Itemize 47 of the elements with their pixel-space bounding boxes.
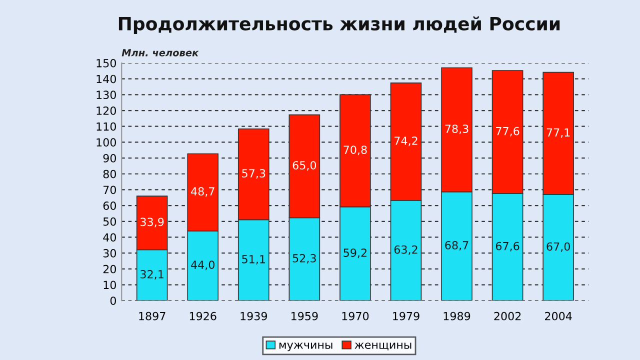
data-label: 63,2	[394, 245, 418, 255]
y-tick-label: 130	[96, 90, 116, 100]
legend-label: женщины	[354, 342, 412, 350]
y-tick-label: 120	[96, 106, 116, 115]
data-label: 70,8	[344, 146, 367, 156]
x-tick-label: 1897	[139, 312, 166, 320]
y-tick-label: 100	[96, 138, 116, 147]
data-label: 32,1	[140, 270, 164, 280]
data-label: 51,1	[242, 255, 265, 264]
data-label: 68,7	[445, 241, 468, 251]
x-tick-label: 1989	[444, 312, 470, 320]
data-label: 67,0	[546, 242, 570, 252]
x-tick-label: 1959	[292, 312, 318, 320]
x-tick-label: 1926	[190, 312, 216, 320]
x-tick-label: 1979	[393, 312, 420, 320]
y-tick-label: 80	[103, 170, 116, 178]
y-tick-label: 10	[104, 280, 116, 290]
data-label: 77,6	[496, 126, 520, 136]
y-axis-title: Млн. человек	[122, 49, 199, 56]
y-tick-label: 50	[103, 217, 116, 226]
data-label: 74,2	[394, 136, 418, 146]
y-tick-label: 150	[96, 58, 116, 68]
y-tick-label: 30	[103, 249, 116, 258]
data-label: 59,2	[344, 248, 366, 258]
data-label: 78,3	[445, 124, 468, 134]
y-tick-label: 140	[96, 74, 116, 84]
x-tick-label: 1970	[342, 312, 369, 320]
data-label: 57,3	[242, 169, 266, 179]
y-tick-label: 90	[103, 154, 116, 162]
y-tick-label: 60	[103, 202, 116, 210]
data-label: 44,0	[191, 260, 214, 270]
data-label: 52,3	[292, 254, 316, 264]
y-tick-label: 70	[104, 186, 116, 194]
data-label: 65,0	[292, 161, 316, 171]
chart-title: Продолжительность жизни людей России	[118, 16, 560, 34]
legend-label: мужчины	[279, 342, 332, 352]
y-tick-label: 110	[96, 122, 116, 131]
data-label: 67,6	[496, 242, 520, 252]
y-tick-label: 40	[103, 233, 116, 242]
y-tick-label: 20	[103, 264, 116, 274]
x-tick-label: 2004	[545, 312, 572, 320]
data-label: 33,9	[140, 218, 164, 228]
data-label: 48,7	[191, 187, 214, 197]
x-tick-label: 1939	[240, 312, 267, 320]
x-tick-label: 2002	[494, 312, 521, 320]
data-label: 77,1	[546, 128, 570, 138]
y-tick-label: 0	[110, 296, 116, 305]
